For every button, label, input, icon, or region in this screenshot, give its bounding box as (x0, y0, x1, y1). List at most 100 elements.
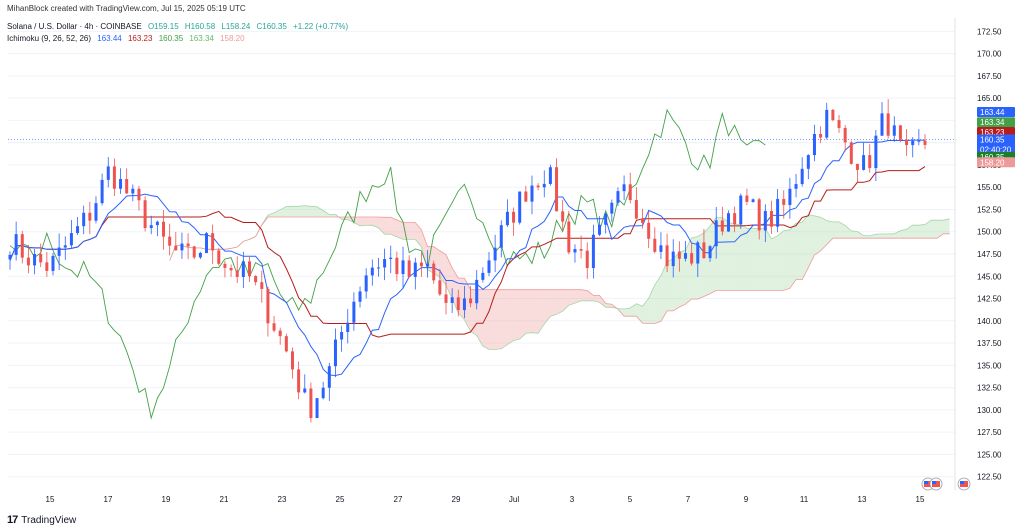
candle-body (131, 188, 135, 194)
cloud-segment (562, 289, 569, 312)
candle-body (769, 210, 773, 227)
candle-body (653, 238, 657, 252)
candle-body (33, 254, 37, 266)
y-tick-label: 135.00 (977, 361, 1002, 370)
ichimoku-legend: Ichimoku (9, 26, 52, 26) 163.44 163.23 1… (7, 34, 249, 43)
candle-body (604, 213, 608, 225)
candle-body (370, 267, 374, 276)
candle-body (284, 336, 288, 352)
cloud-segment (814, 215, 821, 256)
x-tick-label: 19 (162, 495, 171, 504)
candle-body (389, 257, 393, 260)
candle-body (905, 139, 909, 146)
cloud-segment (605, 303, 612, 308)
candle-body (536, 185, 540, 188)
cloud-segment (710, 217, 717, 294)
y-tick-label: 142.50 (977, 295, 1002, 304)
cloud-segment (360, 216, 367, 226)
y-tick-label: 132.50 (977, 384, 1002, 393)
open-value: O159.15 (147, 22, 179, 31)
candle-body (868, 155, 872, 169)
cloud-segment (624, 307, 631, 317)
candle-body (782, 198, 786, 205)
cloud-segment (470, 289, 477, 336)
candle-body (352, 301, 356, 323)
candle-body (493, 247, 497, 261)
cloud-segment (274, 209, 281, 217)
cloud-segment (636, 303, 643, 324)
cloud-segment (329, 214, 336, 217)
candle-body (278, 330, 282, 337)
cloud-segment (869, 234, 876, 239)
candle-body (303, 388, 307, 393)
cloud-segment (556, 289, 563, 315)
price-badge (977, 126, 1015, 137)
cloud-segment (722, 217, 729, 291)
leading-span-a-line (169, 205, 950, 350)
cloud-segment (593, 295, 600, 303)
candle-body (321, 387, 325, 399)
cloud-segment (482, 289, 489, 350)
cloud-segment (832, 221, 840, 239)
candle-body (561, 211, 565, 222)
candle-body (622, 184, 626, 192)
cloud-segment (488, 289, 496, 350)
cloud-segment (630, 303, 637, 317)
cloud-segment (538, 289, 545, 334)
candle-body (880, 113, 884, 136)
x-tick-label: 13 (858, 495, 867, 504)
candle-body (217, 250, 221, 264)
x-tick-label: 21 (220, 495, 229, 504)
cloud-segment (728, 222, 735, 291)
candle-body (598, 224, 602, 235)
candle-body (726, 213, 730, 232)
x-tick-label: 15 (916, 495, 925, 504)
candle-body (788, 188, 792, 205)
candle-body (585, 250, 589, 269)
candle-body (125, 179, 129, 194)
cloud-segment (550, 289, 557, 317)
candle-body (241, 261, 245, 277)
cloud-segment (476, 289, 483, 347)
candle-body (634, 200, 638, 219)
event-flag-icon (929, 477, 943, 491)
cloud-segment (544, 289, 551, 325)
candle-body (659, 245, 663, 252)
candle-body (364, 275, 368, 292)
candle-body (708, 246, 712, 259)
cloud-segment (765, 228, 772, 291)
candle-body (106, 166, 110, 180)
candle-body (862, 155, 866, 170)
ichimoku-label: Ichimoku (9, 26, 52, 26) (7, 34, 92, 43)
cloud-segment (323, 210, 330, 217)
candle-body (149, 225, 153, 229)
cloud-segment (525, 289, 532, 334)
candle-body (548, 167, 552, 184)
candle-body (530, 185, 534, 202)
cloud-segment (317, 206, 324, 217)
candle-body (426, 263, 430, 267)
cloud-segment (894, 230, 901, 239)
candle-body (192, 246, 196, 258)
candle-body (186, 243, 190, 247)
price-badge-label: 158.20 (980, 158, 1005, 167)
candle-body (812, 133, 816, 156)
candle-body (309, 388, 313, 418)
candle-body (94, 203, 98, 221)
cloud-segment (427, 246, 434, 274)
candle-body (444, 294, 448, 303)
candle-body (855, 163, 859, 170)
x-tick-label: 17 (104, 495, 113, 504)
candle-body (616, 191, 620, 203)
cloud-segment (292, 206, 299, 217)
candle-body (843, 127, 847, 143)
candle-body (419, 262, 423, 267)
candle-body (143, 200, 147, 229)
cloud-segment (654, 275, 661, 324)
candle-body (198, 252, 202, 258)
candle-body (874, 135, 878, 169)
x-tick-label: 7 (686, 495, 691, 504)
candle-body (776, 198, 780, 227)
cloud-segment (796, 222, 803, 280)
